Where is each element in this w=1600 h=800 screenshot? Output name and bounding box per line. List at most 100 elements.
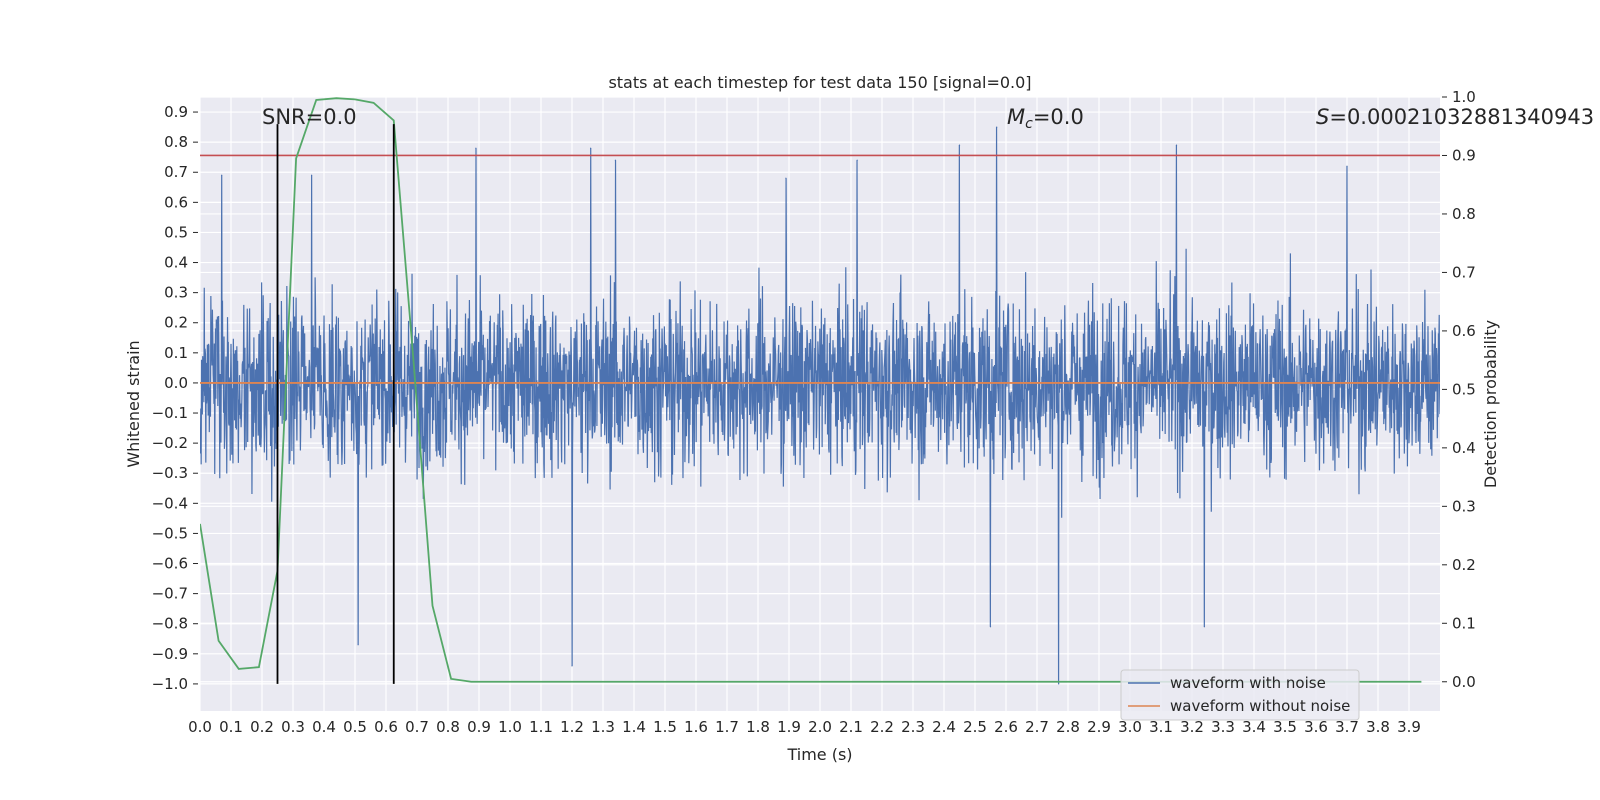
legend: waveform with noise waveform without noi… xyxy=(1120,669,1360,721)
y-tick-label: −0.7 xyxy=(152,585,188,603)
x-tick-label: 2.8 xyxy=(1056,718,1080,736)
x-tick-label: 0.6 xyxy=(374,718,398,736)
x-tick-label: 1.9 xyxy=(777,718,801,736)
x-tick-label: 2.3 xyxy=(901,718,925,736)
x-tick-label: 0.3 xyxy=(281,718,305,736)
x-tick-label: 1.4 xyxy=(622,718,646,736)
x-tick-label: 0.8 xyxy=(436,718,460,736)
x-tick-label: 0.2 xyxy=(250,718,274,736)
x-axis-label: Time (s) xyxy=(786,745,852,764)
noise-spike-point xyxy=(856,159,858,161)
y-tick-label: 0.4 xyxy=(164,254,188,272)
y-tick-label: 0.2 xyxy=(164,314,188,332)
detection-probability-line xyxy=(200,97,1422,683)
y2-tick-labels: 1.0 0.9 0.8 0.7 0.6 0.5 0.4 0.3 0.2 0.1 0.0 xyxy=(1442,88,1476,691)
y-tick-label: −0.1 xyxy=(152,404,188,422)
x-tick-label: 2.4 xyxy=(932,718,956,736)
y2-tick-label: 0.8 xyxy=(1452,205,1476,223)
y2-tick-label: 0.6 xyxy=(1452,322,1476,340)
x-tick-label: 2.2 xyxy=(870,718,894,736)
x-tick-label: 0.7 xyxy=(405,718,429,736)
series-lines xyxy=(200,97,1440,684)
x-tick-label: 2.6 xyxy=(994,718,1018,736)
y-tick-label: −0.8 xyxy=(152,615,188,633)
x-tick-label: 1.6 xyxy=(684,718,708,736)
x-tick-label: 3.7 xyxy=(1335,718,1359,736)
chart-title: stats at each timestep for test data 150… xyxy=(608,73,1031,92)
x-tick-label: 3.3 xyxy=(1211,718,1235,736)
y-tick-label: 0.7 xyxy=(164,163,188,181)
x-tick-label: 3.6 xyxy=(1304,718,1328,736)
x-tick-label: 0.4 xyxy=(312,718,336,736)
noise-spike-point xyxy=(958,144,961,146)
noise-spike-point xyxy=(357,644,359,646)
noise-line xyxy=(200,127,1440,684)
noise-spike-point xyxy=(475,147,477,149)
x-tick-label: 0.5 xyxy=(343,718,367,736)
legend-label-without-noise: waveform without noise xyxy=(1170,697,1350,715)
y-tick-label: −0.5 xyxy=(152,524,188,542)
y2-tick-label: 0.1 xyxy=(1452,614,1476,632)
x-tick-label: 2.7 xyxy=(1025,718,1049,736)
x-tick-label: 2.0 xyxy=(808,718,832,736)
noise-spike-point xyxy=(311,174,313,176)
y-tick-labels: 0.9 0.8 0.7 0.6 0.5 0.4 0.3 0.2 0.1 0.0 −0.1 −0.2 −0… xyxy=(152,103,198,693)
y2-tick-label: 0.0 xyxy=(1452,673,1476,691)
x-tick-label: 3.0 xyxy=(1118,718,1142,736)
x-tick-label: 2.9 xyxy=(1087,718,1111,736)
noise-spike-point xyxy=(1203,626,1205,628)
x-tick-label: 0.0 xyxy=(188,718,212,736)
y-tick-label: 0.8 xyxy=(164,133,188,151)
y-tick-label: −0.9 xyxy=(152,645,188,663)
legend-box xyxy=(1120,669,1360,721)
annotation-s-value: =0.00021032881340943 xyxy=(1329,105,1594,129)
x-tick-label: 1.5 xyxy=(653,718,677,736)
noise-spike-point xyxy=(590,147,592,149)
x-tick-label: 0.1 xyxy=(219,718,243,736)
y-tick-label: 0.0 xyxy=(164,374,188,392)
x-tick-label: 3.2 xyxy=(1180,718,1204,736)
x-tick-label: 2.5 xyxy=(963,718,987,736)
noise-spike-point xyxy=(1175,144,1178,146)
y2-tick-label: 0.3 xyxy=(1452,497,1476,515)
y-tick-label: −0.4 xyxy=(152,494,188,512)
annotation-snr: SNR=0.0 xyxy=(262,105,357,129)
noise-spike-point xyxy=(989,626,992,628)
y-tick-label: −0.3 xyxy=(152,464,188,482)
annotation-mc-sub: c xyxy=(1025,116,1033,132)
x-tick-label: 1.0 xyxy=(498,718,522,736)
y-tick-label: −0.2 xyxy=(152,434,188,452)
x-tick-label: 1.2 xyxy=(560,718,584,736)
y2-tick-label: 0.9 xyxy=(1452,146,1476,164)
noise-spike-point xyxy=(571,665,573,667)
x-tick-label: 3.8 xyxy=(1366,718,1390,736)
x-tick-label: 3.5 xyxy=(1273,718,1297,736)
noise-spike-point xyxy=(221,174,223,176)
x-tick-label: 1.7 xyxy=(715,718,739,736)
annotation-s-symbol: S xyxy=(1316,105,1329,129)
noise-spike-point xyxy=(1058,683,1060,685)
y-axis-label: Whitened strain xyxy=(124,340,143,467)
x-tick-label: 3.4 xyxy=(1242,718,1266,736)
x-tick-label: 1.8 xyxy=(746,718,770,736)
noise-spike-point xyxy=(1346,165,1348,167)
x-tick-label: 1.3 xyxy=(591,718,615,736)
noise-spike-point xyxy=(785,177,787,179)
y-tick-label: 0.3 xyxy=(164,284,188,302)
annotation-mc-symbol: M xyxy=(1007,105,1025,129)
x-tick-label: 0.9 xyxy=(467,718,491,736)
y2-tick-label: 0.4 xyxy=(1452,439,1476,457)
x-tick-labels: 0.0 0.1 0.2 0.3 0.4 0.5 0.6 0.7 0.8 0.9 1.0 1.1 1.2 1… xyxy=(188,718,1421,736)
y2-tick-label: 1.0 xyxy=(1452,88,1476,106)
annotation-mc-value: =0.0 xyxy=(1033,105,1084,129)
y-tick-label: −1.0 xyxy=(152,675,188,693)
y2-tick-label: 0.2 xyxy=(1452,556,1476,574)
annotation-mc: Mc=0.0 xyxy=(1007,105,1084,132)
annotation-s: S=0.00021032881340943 xyxy=(1316,105,1594,129)
noise-spike-point xyxy=(996,126,998,128)
y-tick-label: 0.5 xyxy=(164,223,188,241)
y2-axis-label: Detection probability xyxy=(1481,320,1500,488)
x-tick-label: 3.9 xyxy=(1397,718,1421,736)
y-tick-label: −0.6 xyxy=(152,555,188,573)
